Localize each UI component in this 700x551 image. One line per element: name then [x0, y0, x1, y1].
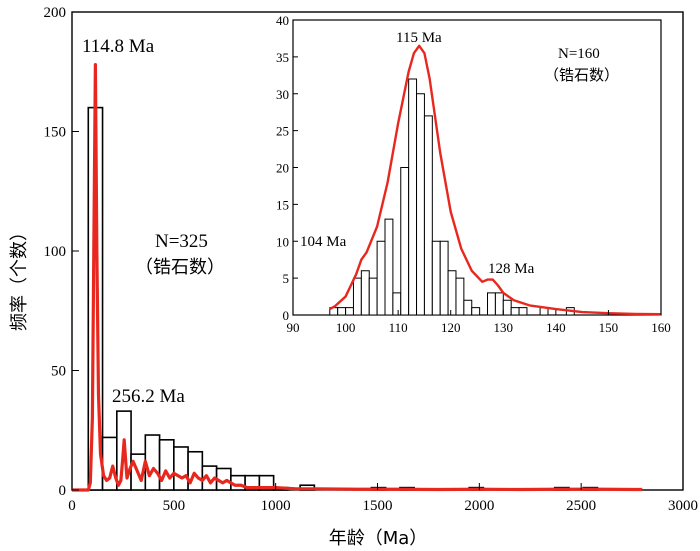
- main-x-tick-label: 0: [68, 498, 76, 514]
- inset-bar-12: [423, 115, 433, 316]
- main-bar-1: [101, 436, 118, 491]
- inset-bar-2: [345, 307, 354, 316]
- inset-y-tick-label: 15: [276, 197, 289, 212]
- main-bar-5: [158, 439, 175, 491]
- main-y-tick-label: 200: [44, 5, 67, 21]
- inset-y-tick-label: 25: [276, 124, 289, 139]
- inset-bar-16: [455, 277, 465, 316]
- inset-bar-15: [447, 270, 457, 316]
- inset-histogram-bars: [329, 78, 575, 316]
- annotation-zircon-inset: （锆石数）: [544, 66, 619, 84]
- main-x-tick-label: 2000: [464, 498, 494, 514]
- inset-x-tick-label: 160: [651, 320, 671, 335]
- inset-y-tick-label: 35: [276, 50, 289, 65]
- annotation-peak-128: 128 Ma: [488, 261, 535, 277]
- inset-density-curve: [329, 44, 662, 316]
- annotation-n-main: N=325: [155, 231, 208, 252]
- inset-x-tick-label: 120: [441, 320, 461, 335]
- inset-bar-4: [360, 270, 370, 316]
- annotation-peak-104: 104 Ma: [300, 234, 347, 250]
- inset-bar-17: [463, 299, 473, 316]
- inset-bar-1: [337, 307, 347, 316]
- main-density-curve: [72, 62, 643, 492]
- main-y-axis-label: 频率（个数）: [9, 223, 30, 331]
- inset-plot-frame: [292, 19, 662, 316]
- annotation-peak-114: 114.8 Ma: [82, 36, 155, 57]
- inset-bar-13: [431, 240, 441, 316]
- inset-y-tick-label: 40: [276, 13, 289, 28]
- inset-bar-6: [376, 240, 386, 316]
- inset-bar-10: [408, 78, 418, 316]
- inset-x-tick-label: 140: [546, 320, 566, 335]
- inset-bar-11: [416, 93, 425, 316]
- annotation-zircon-main: （锆石数）: [135, 257, 225, 278]
- inset-bar-21: [502, 299, 512, 316]
- main-x-tick-label: 1500: [363, 498, 393, 514]
- inset-bar-22: [510, 307, 520, 316]
- inset-y-tick-label: 20: [276, 161, 289, 176]
- inset-axes: 90 100 110 120 130 140 150 160 0 5 10 15 20 25 30 35 40: [276, 13, 671, 335]
- inset-x-tick-label: 90: [287, 320, 300, 335]
- inset-y-tick-label: 30: [276, 87, 289, 102]
- inset-bar-20: [494, 292, 504, 316]
- inset-bar-23: [518, 307, 528, 316]
- inset-bar-19: [487, 292, 496, 316]
- inset-bar-14: [439, 240, 449, 316]
- annotation-n-inset: N=160: [558, 46, 600, 62]
- main-bar-6: [173, 446, 189, 491]
- inset-bar-9: [400, 167, 410, 316]
- main-y-tick-label: 50: [51, 364, 66, 380]
- inset-y-tick-label: 10: [276, 234, 289, 249]
- inset-y-tick-label: 5: [283, 271, 290, 286]
- inset-x-tick-label: 100: [336, 320, 356, 335]
- main-x-tick-label: 2500: [566, 498, 596, 514]
- main-x-tick-label: 1000: [261, 498, 291, 514]
- inset-x-tick-label: 110: [389, 320, 408, 335]
- inset-bar-5: [368, 277, 378, 316]
- inset-bar-7: [384, 218, 394, 316]
- annotation-peak-256: 256.2 Ma: [112, 386, 185, 407]
- main-y-tick-label: 0: [59, 483, 67, 499]
- main-y-tick-label: 150: [44, 125, 67, 141]
- inset-bar-8: [392, 292, 402, 316]
- inset-bar-3: [352, 277, 362, 316]
- main-y-tick-label: 100: [44, 244, 67, 260]
- inset-bar-18: [471, 307, 481, 316]
- main-bar-4: [144, 434, 161, 491]
- inset-x-tick-label: 130: [494, 320, 514, 335]
- inset-y-tick-label: 0: [283, 308, 290, 323]
- annotation-peak-115: 115 Ma: [396, 30, 442, 46]
- main-x-axis-label: 年龄（Ma）: [329, 528, 428, 549]
- main-x-tick-label: 3000: [668, 498, 698, 514]
- inset-x-tick-label: 150: [599, 320, 619, 335]
- main-x-tick-label: 500: [163, 498, 186, 514]
